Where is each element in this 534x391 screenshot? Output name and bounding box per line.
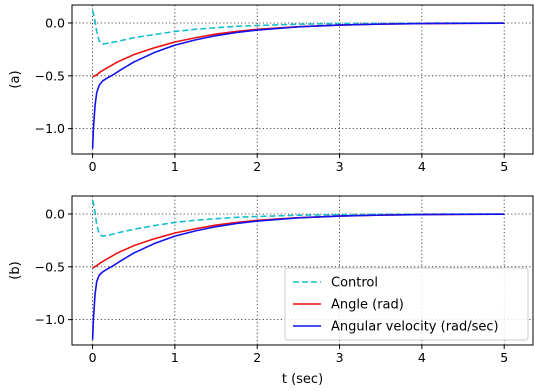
x-tick-label: 0: [89, 159, 97, 174]
y-tick-label: −0.5: [35, 68, 65, 83]
angular-velocity-line: [91, 213, 505, 340]
y-tick-label: −1.0: [35, 312, 65, 327]
y-tick-label: 0.0: [45, 206, 65, 221]
legend-label: Angle (rad): [331, 298, 404, 313]
x-tick-label: 3: [336, 350, 344, 365]
axes-frame: [71, 195, 534, 346]
x-tick-label: 1: [171, 350, 179, 365]
panel-label: (a): [8, 70, 23, 88]
x-tick-label: 1: [171, 159, 179, 174]
y-tick-label: −1.0: [35, 121, 65, 136]
angular-velocity-line: [91, 22, 505, 149]
panel-a: 0 1 2 3 4 5 0.0 −0.5 −1.0 (a): [8, 4, 534, 174]
axes-frame: [71, 4, 534, 155]
x-tick-label: 2: [253, 159, 261, 174]
control-line: [91, 200, 505, 237]
panel-b: 0 1 2 3 4 5 0.0 −0.5 −1.0 (b) t (sec) Control Angle …: [8, 195, 534, 387]
legend-label: Control: [331, 276, 378, 291]
x-axis-label: t (sec): [282, 372, 323, 387]
legend-box: [284, 267, 529, 341]
control-line: [91, 10, 505, 45]
x-tick-label: 2: [253, 350, 261, 365]
x-tick-label: 3: [336, 159, 344, 174]
panel-label: (b): [8, 261, 23, 279]
legend-label: Angular velocity (rad/sec): [331, 320, 499, 335]
x-tick-label: 0: [89, 350, 97, 365]
y-tick-label: 0.0: [45, 15, 65, 30]
y-tick-label: −0.5: [35, 259, 65, 274]
x-tick-label: 4: [418, 159, 426, 174]
x-tick-label: 5: [500, 350, 508, 365]
x-tick-label: 4: [418, 350, 426, 365]
x-tick-label: 5: [500, 159, 508, 174]
